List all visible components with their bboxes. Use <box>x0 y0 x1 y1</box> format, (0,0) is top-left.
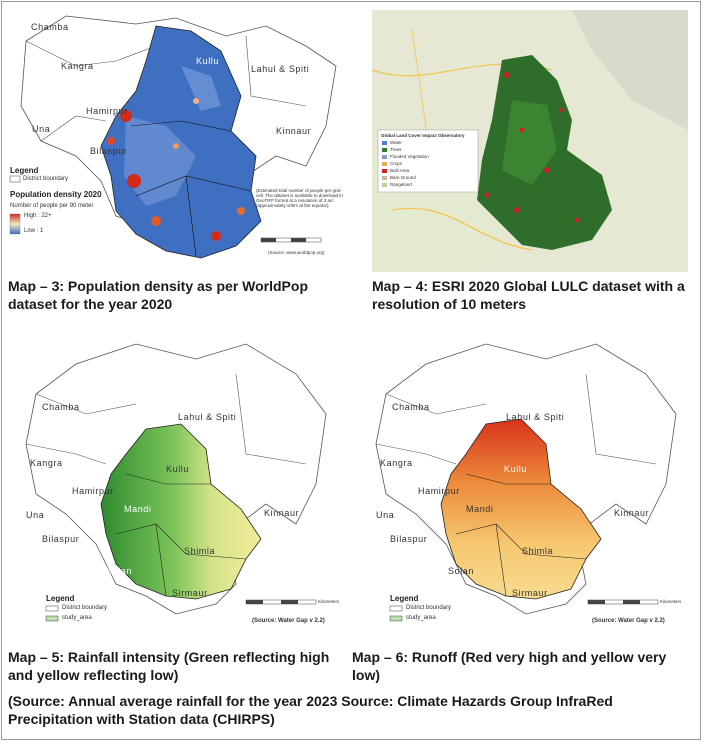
map4-legend-item: Built Area <box>390 168 410 173</box>
map6-label-hamirpur: Hamirpur <box>418 486 460 496</box>
map3-svg <box>9 15 337 259</box>
map6-label-kinnaur: Kinnaur <box>614 508 650 518</box>
map3-label-kangra: Kangra <box>61 61 94 71</box>
map3-caption: Map – 3: Population density as per World… <box>8 278 309 312</box>
map4-caption: Map – 4: ESRI 2020 Global LULC dataset w… <box>372 278 685 312</box>
map3-legend-low: Low : 1 <box>24 228 44 234</box>
map6-label-bilaspur: Bilaspur <box>390 534 428 544</box>
map4-legend-swatch <box>382 162 387 166</box>
figure-source-note: (Source: Annual average rainfall for the… <box>8 693 613 727</box>
map6-runoff: Chamba Lahul & Spiti Kangra Kullu Kinnau… <box>356 334 696 640</box>
map5-label-kinnaur: Kinnaur <box>264 508 300 518</box>
map6-label-chamba: Chamba <box>392 402 430 412</box>
map5-label-lahul: Lahul & Spiti <box>178 412 237 422</box>
map5-label-chamba: Chamba <box>42 402 80 412</box>
map4-legend-swatch <box>382 141 387 145</box>
map3-note: (Estimated total number of people per gr… <box>256 188 343 208</box>
map4-legend-swatch <box>382 176 387 180</box>
map6-label-mandi: Mandi <box>466 504 494 514</box>
map6-legend-study: study_area <box>406 615 436 621</box>
map4-legend-title: Global Land Cover Impact Observatory <box>381 133 465 138</box>
map3-legend-title: Legend <box>10 166 39 175</box>
map3-population-density: Chamba Lahul & Spiti Kangra Kullu Kinnau… <box>6 6 352 272</box>
map5-source: (Source: Water Gap v 2.2) <box>252 618 325 624</box>
map5-study-area <box>101 424 261 599</box>
map3-scale-bar <box>260 237 322 243</box>
map5-label-solan: Solan <box>106 566 133 576</box>
map3-label-kinnaur: Kinnaur <box>276 126 312 136</box>
map6-legend-boundary: District boundary <box>406 605 452 611</box>
map5-label-una: Una <box>26 510 45 520</box>
map4-legend-item: Flooded Vegetation <box>390 154 429 159</box>
map6-svg <box>375 343 677 622</box>
map6-legend-title: Legend <box>390 594 419 603</box>
map4-legend-item: Crops <box>390 161 403 166</box>
map5-label-sirmaur: Sirmaur <box>172 588 208 598</box>
map6-scale-bar <box>587 599 659 605</box>
map5-caption: Map – 5: Rainfall intensity (Green refle… <box>8 649 330 683</box>
map6-label-sirmaur: Sirmaur <box>512 588 548 598</box>
map6-label-kullu: Kullu <box>504 464 528 474</box>
map3-density-sub: Number of people per 90 meter <box>10 203 94 209</box>
map3-label-kullu: Kullu <box>196 56 220 66</box>
map5-scale-bar <box>245 599 317 605</box>
map4-legend-swatch <box>382 155 387 159</box>
map6-label-lahul: Lahul & Spiti <box>506 412 565 422</box>
map4-legend-item: Bare Ground <box>390 175 416 180</box>
map3-label-chamba: Chamba <box>31 22 69 32</box>
map3-label-hamirpur: Hamirpur <box>86 106 128 116</box>
map6-label-solan: Solan <box>448 566 475 576</box>
map6-label-shimla: Shimla <box>522 546 554 556</box>
map4-svg <box>372 10 688 272</box>
map5-label-kangra: Kangra <box>30 458 63 468</box>
map3-density-title: Population density 2020 <box>10 190 102 199</box>
map5-legend-boundary: District boundary <box>62 605 108 611</box>
map5-svg <box>25 343 327 622</box>
map4-legend-swatches <box>382 141 387 187</box>
map3-legend-high: High : 22+ <box>24 213 52 219</box>
map6-label-kangra: Kangra <box>380 458 413 468</box>
map3-label-una: Una <box>32 124 51 134</box>
map6-caption: Map – 6: Runoff (Red very high and yello… <box>352 649 667 683</box>
map4-legend-swatch <box>382 183 387 187</box>
map5-rainfall: Chamba Lahul & Spiti Kangra Kullu Kinnau… <box>6 334 352 640</box>
map4-legend-swatch <box>382 169 387 173</box>
map5-label-bilaspur: Bilaspur <box>42 534 80 544</box>
map5-label-shimla: Shimla <box>184 546 216 556</box>
map6-source: (Source: Water Gap v 2.2) <box>592 618 665 624</box>
map5-legend-title: Legend <box>46 594 75 603</box>
map6-scale-unit: Kilometers <box>660 599 682 604</box>
map5-label-hamirpur: Hamirpur <box>72 486 114 496</box>
map3-label-lahul: Lahul & Spiti <box>251 64 310 74</box>
map5-scale-unit: Kilometers <box>318 599 340 604</box>
map4-legend-item: Trees <box>390 147 402 152</box>
map5-label-kullu: Kullu <box>166 464 190 474</box>
map3-legend-boundary: District boundary <box>23 176 69 182</box>
map3-source: (Source: www.worldpop.org) <box>268 250 325 255</box>
map4-legend-item: Water <box>390 140 402 145</box>
map6-study-area <box>441 419 601 599</box>
map4-legend-item: Rangeland <box>390 182 412 187</box>
map5-label-mandi: Mandi <box>124 504 152 514</box>
map4-legend-swatch <box>382 148 387 152</box>
map5-legend-study: study_area <box>62 615 92 621</box>
map4-lulc: Global Land Cover Impact Observatory Wat… <box>372 10 688 272</box>
map3-label-bilaspur: Bilaspur <box>90 146 128 156</box>
map6-label-una: Una <box>376 510 395 520</box>
